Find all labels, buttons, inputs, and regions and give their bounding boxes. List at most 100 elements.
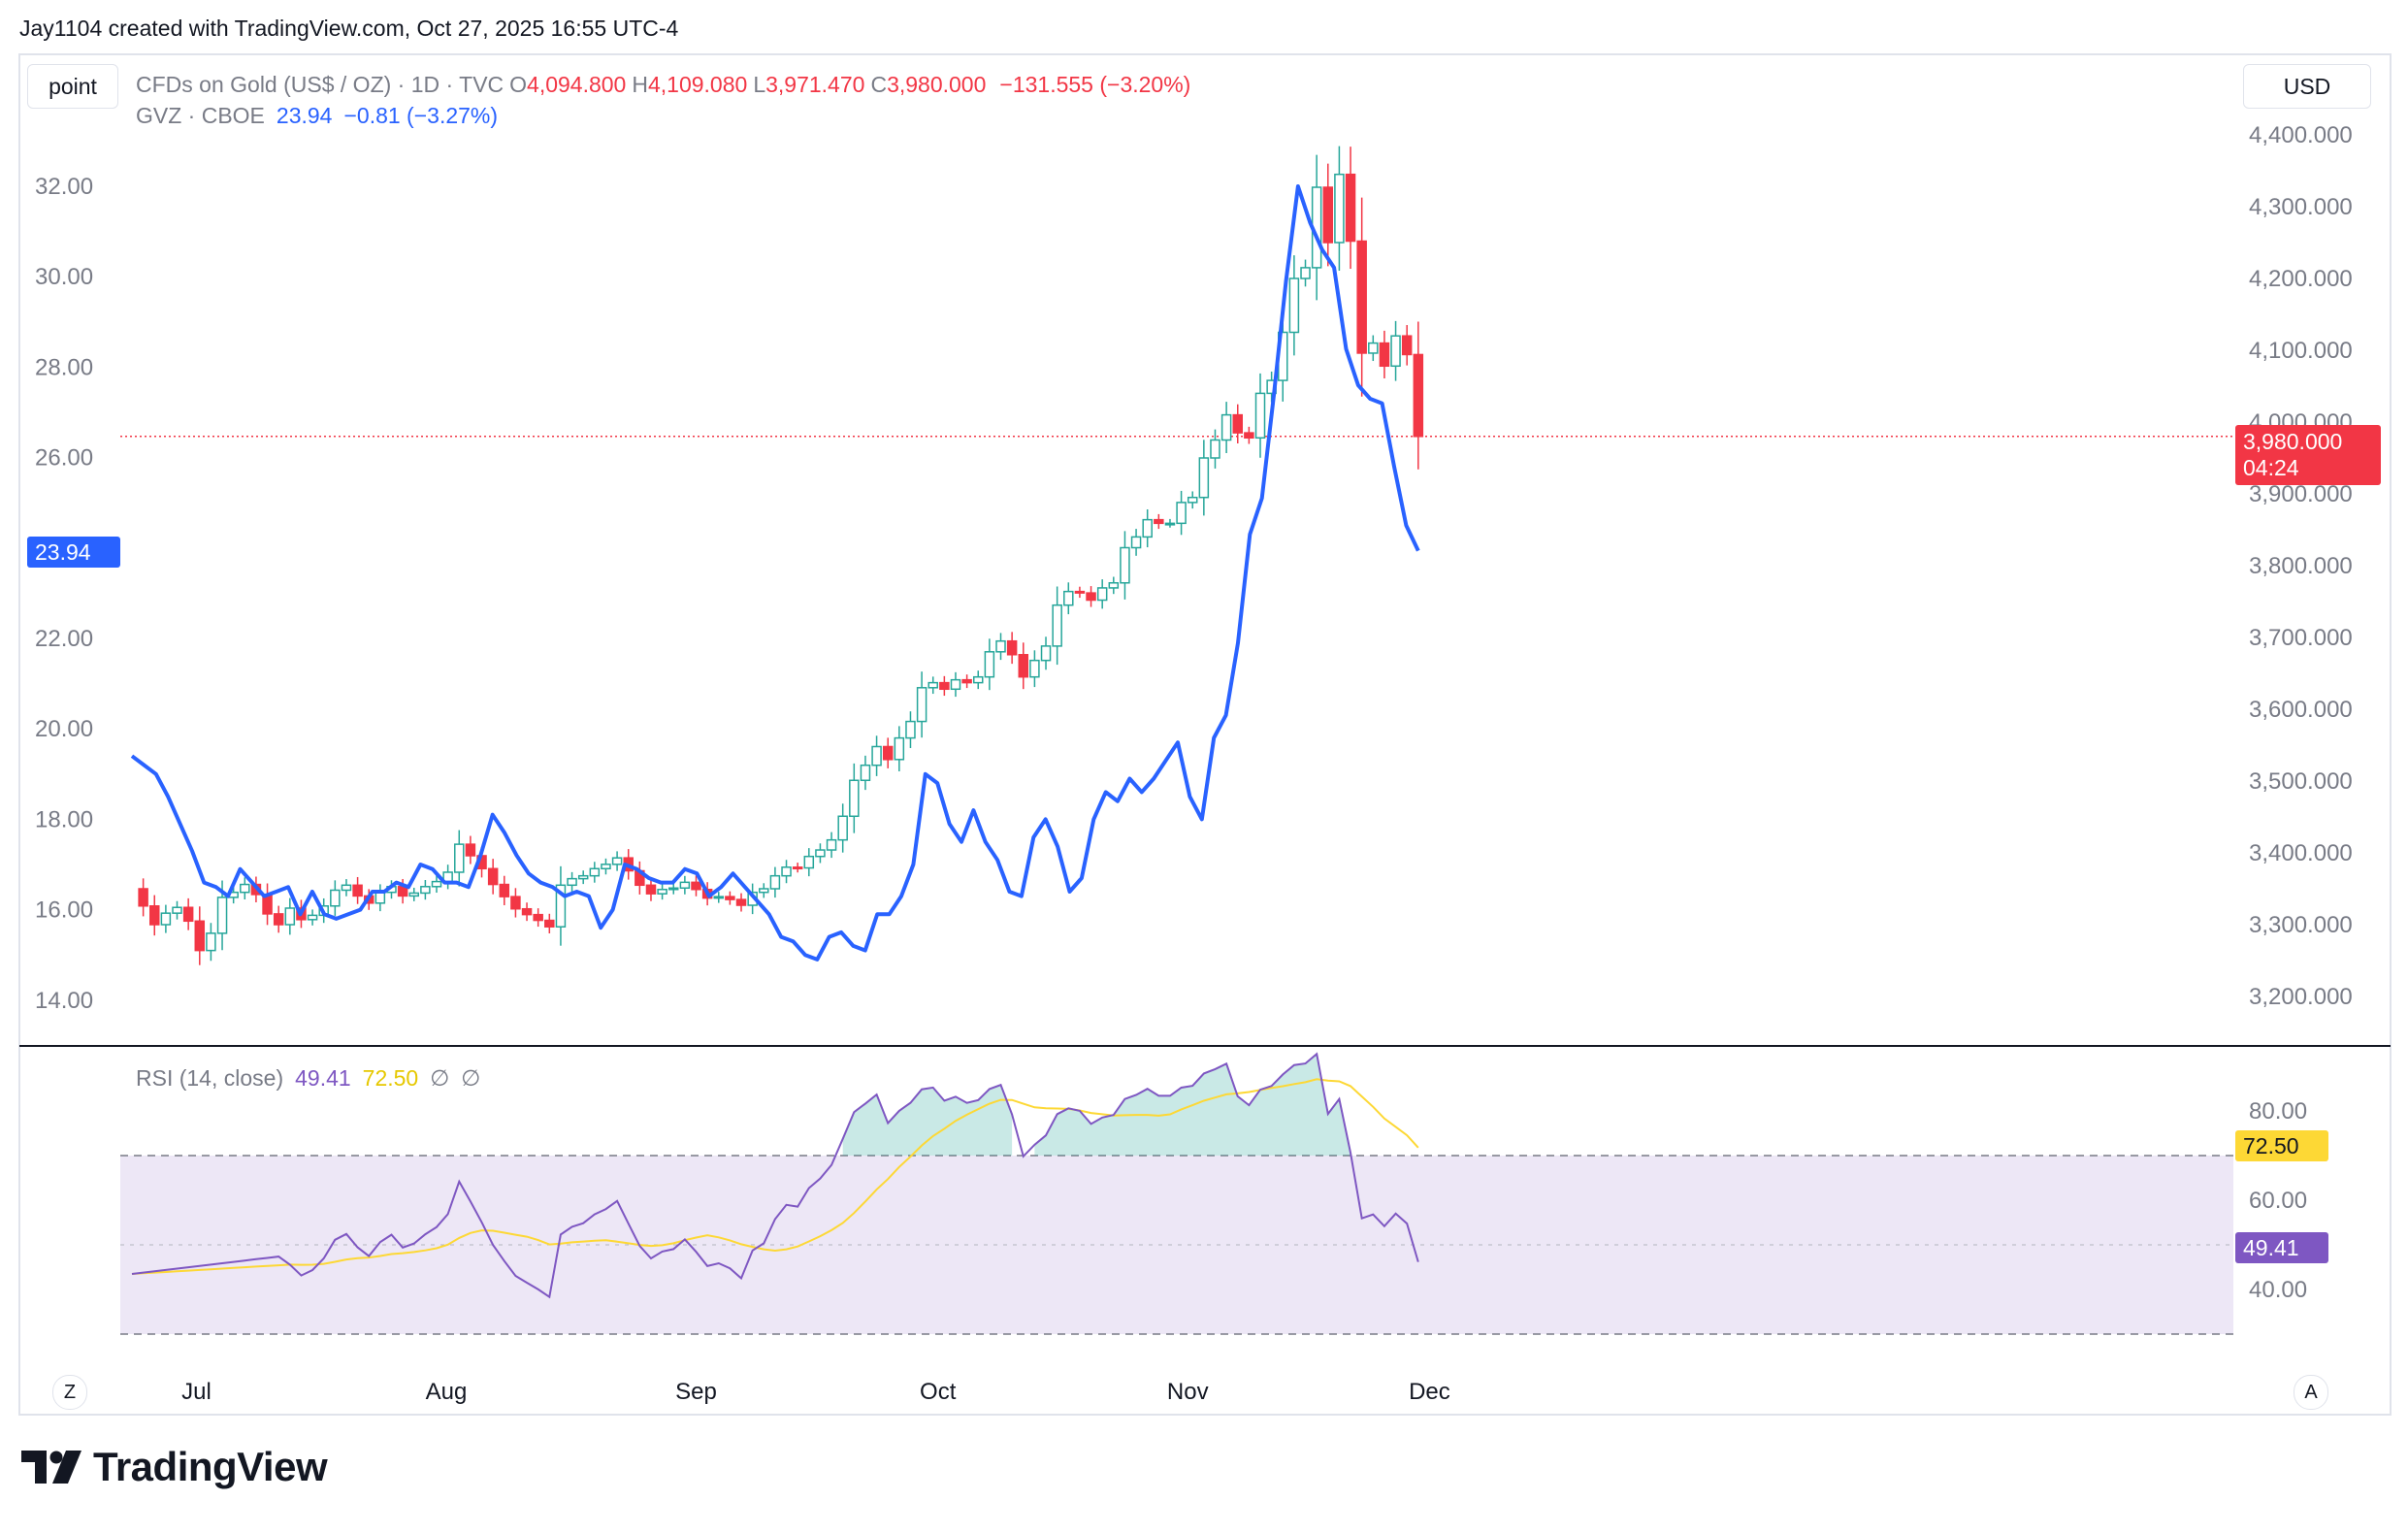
candle [1029, 650, 1040, 688]
price-axis-label: 3,300.000 [2249, 912, 2353, 938]
price-axis-label: 4,200.000 [2249, 266, 2353, 292]
candle [1356, 197, 1367, 397]
time-axis-label: Sep [675, 1379, 717, 1405]
candle [1187, 491, 1198, 509]
rsi-axis-label: 40.00 [2249, 1277, 2307, 1303]
rsi-ma-line [131, 1078, 1419, 1275]
tradingview-logo-icon [21, 1451, 81, 1484]
candle [487, 859, 499, 895]
candle [781, 860, 792, 884]
candle [679, 875, 691, 895]
candle [635, 861, 645, 895]
candle [262, 883, 273, 926]
candle [194, 906, 206, 965]
candle [939, 675, 950, 697]
creator-line: Jay1104 created with TradingView.com, Oc… [19, 16, 679, 41]
candle [521, 902, 533, 922]
gvz-axis-label: 20.00 [35, 716, 93, 742]
candle [961, 674, 972, 689]
candle [307, 909, 318, 926]
rsi-line [131, 1052, 1419, 1299]
price-axis-label: 3,800.000 [2249, 553, 2353, 579]
candle [1154, 513, 1164, 530]
currency-button[interactable]: USD [2243, 64, 2371, 109]
gvz-axis-label: 16.00 [35, 897, 93, 924]
gvz-axis-label: 30.00 [35, 264, 93, 290]
candle [826, 832, 837, 859]
candle [172, 900, 182, 920]
candle [149, 895, 160, 936]
candle [1052, 586, 1062, 666]
time-axis-label: Jul [181, 1379, 212, 1405]
rsi-extra1: ∅ [430, 1065, 450, 1091]
candle [1120, 531, 1130, 600]
candle [182, 897, 194, 930]
candle [894, 726, 905, 772]
gvz-axis-label: 32.00 [35, 174, 93, 200]
price-axis-label: 3,900.000 [2249, 481, 2353, 507]
candle [1401, 325, 1413, 366]
candle [567, 871, 577, 893]
rsi-overbought-fill [842, 1085, 1013, 1156]
low-label: L [753, 72, 766, 97]
candle [871, 735, 882, 776]
price-axis-label: 4,300.000 [2249, 194, 2353, 220]
candle [735, 893, 747, 912]
gvz-axis-label: 18.00 [35, 806, 93, 832]
price-axis-label: 3,500.000 [2249, 768, 2353, 795]
candle [352, 876, 363, 904]
candle [1176, 490, 1187, 536]
candle [759, 883, 769, 898]
candle [927, 676, 938, 695]
candle [1322, 163, 1334, 267]
high-value: 4,109.080 [647, 72, 748, 97]
candle [577, 870, 589, 885]
gvz-value: 23.94 [276, 103, 333, 128]
candle [1108, 576, 1120, 595]
main-change: −131.555 (−3.20%) [999, 72, 1191, 97]
candle [431, 875, 442, 894]
candle [408, 887, 419, 901]
candle [454, 830, 465, 887]
rsi-ma-value: 72.50 [362, 1065, 419, 1091]
candle [533, 908, 543, 928]
price-axis-label: 3,700.000 [2249, 625, 2353, 651]
candle [667, 883, 679, 895]
candle [1164, 518, 1176, 528]
candle [1220, 402, 1232, 454]
candle [1288, 255, 1300, 356]
candle [1130, 529, 1142, 556]
candle [1334, 146, 1345, 272]
gvz-axis-label: 26.00 [35, 445, 93, 472]
candle [860, 755, 871, 791]
candle [849, 763, 860, 833]
zoom-button[interactable]: Z [52, 1375, 87, 1410]
gold-last-price: 3,980.000 [2243, 429, 2343, 454]
candle [601, 858, 611, 875]
point-button[interactable]: point [27, 64, 118, 109]
candle [1142, 508, 1153, 548]
candle [691, 875, 701, 897]
high-label: H [632, 72, 648, 97]
candle [499, 875, 510, 905]
candle [815, 843, 826, 864]
candle [1074, 586, 1086, 599]
auto-scale-button[interactable]: A [2294, 1375, 2328, 1410]
candle [330, 880, 341, 916]
rsi-legend: RSI (14, close) 49.41 72.50 ∅ ∅ [136, 1065, 486, 1092]
price-axis-label: 4,400.000 [2249, 122, 2353, 148]
candle [1232, 404, 1243, 444]
time-axis-label: Aug [426, 1379, 468, 1405]
candle [341, 879, 352, 897]
candle [1368, 335, 1379, 362]
candle [1086, 586, 1096, 607]
candle [510, 888, 521, 918]
candle [713, 892, 725, 903]
main-symbol: CFDs on Gold (US$ / OZ) · 1D · TVC [136, 72, 504, 97]
price-axis-label: 3,200.000 [2249, 984, 2353, 1010]
candle [442, 864, 453, 890]
rsi-axis-label: 60.00 [2249, 1188, 2307, 1214]
rsi-extra2: ∅ [461, 1065, 481, 1091]
candle [374, 884, 386, 912]
